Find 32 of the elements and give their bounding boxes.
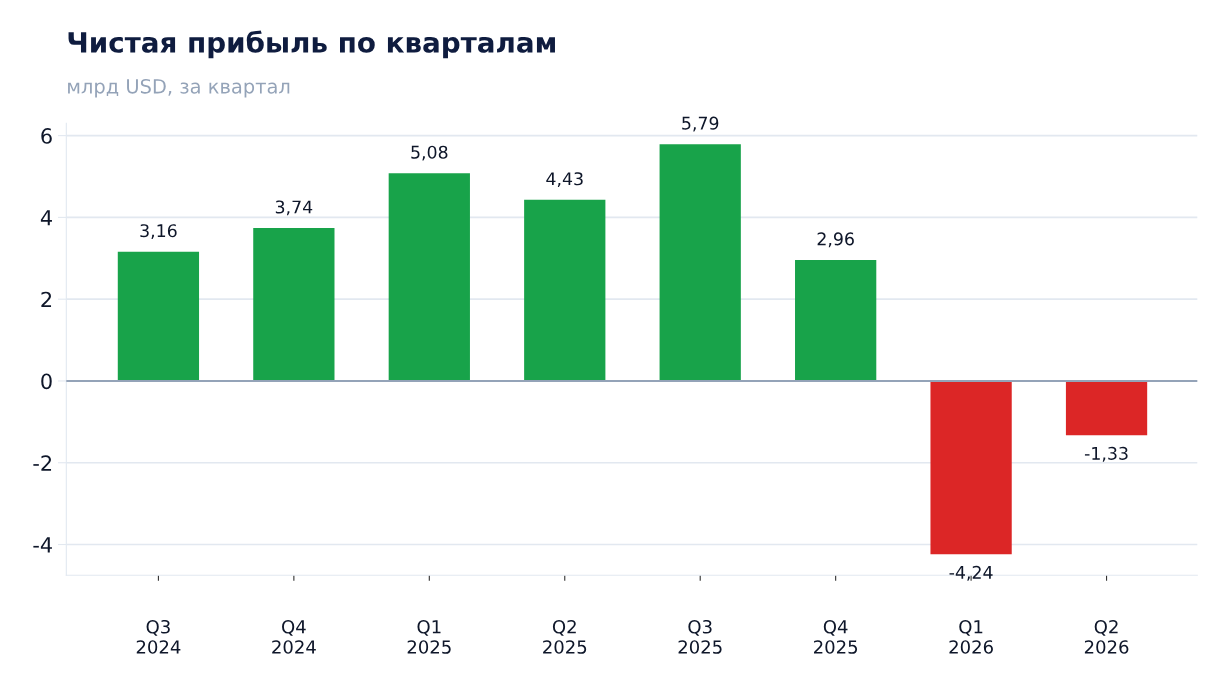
data-label: -4,24 xyxy=(949,565,993,581)
bar xyxy=(524,199,606,381)
y-tick-label: 4 xyxy=(40,210,52,226)
y-tick-label: -4 xyxy=(33,537,52,553)
x-tick-label: Q4 2025 xyxy=(814,619,858,654)
y-tick-label: -2 xyxy=(33,455,52,471)
bar xyxy=(253,228,335,381)
data-label: 3,16 xyxy=(140,224,177,240)
data-label: 4,43 xyxy=(546,172,583,188)
data-label: 5,08 xyxy=(411,145,448,161)
bar xyxy=(930,380,1012,555)
x-tick-label: Q4 2024 xyxy=(272,619,316,654)
x-tick-label: Q1 2025 xyxy=(407,619,451,654)
x-tick-label: Q1 2026 xyxy=(949,619,993,654)
bar xyxy=(388,173,470,381)
y-tick-label: 6 xyxy=(41,128,52,144)
x-tick-label: Q3 2024 xyxy=(136,619,181,654)
x-tick-label: Q3 2025 xyxy=(678,619,722,654)
bar xyxy=(659,144,741,381)
data-label: 2,96 xyxy=(817,232,854,248)
x-tick-label: Q2 2026 xyxy=(1084,619,1129,654)
bar xyxy=(1065,380,1148,436)
x-tick-label: Q2 2025 xyxy=(543,619,587,654)
data-label: 3,74 xyxy=(275,200,313,216)
y-tick-label: 2 xyxy=(41,291,52,308)
y-tick-label: 0 xyxy=(41,373,52,390)
chart-subtitle: млрд USD, за квартал xyxy=(68,78,290,98)
data-label: -1,33 xyxy=(1084,446,1128,462)
chart-title: Чистая прибыль по кварталам xyxy=(68,30,555,59)
bar xyxy=(795,259,877,381)
bar xyxy=(117,251,200,381)
data-label: 5,79 xyxy=(682,116,719,132)
